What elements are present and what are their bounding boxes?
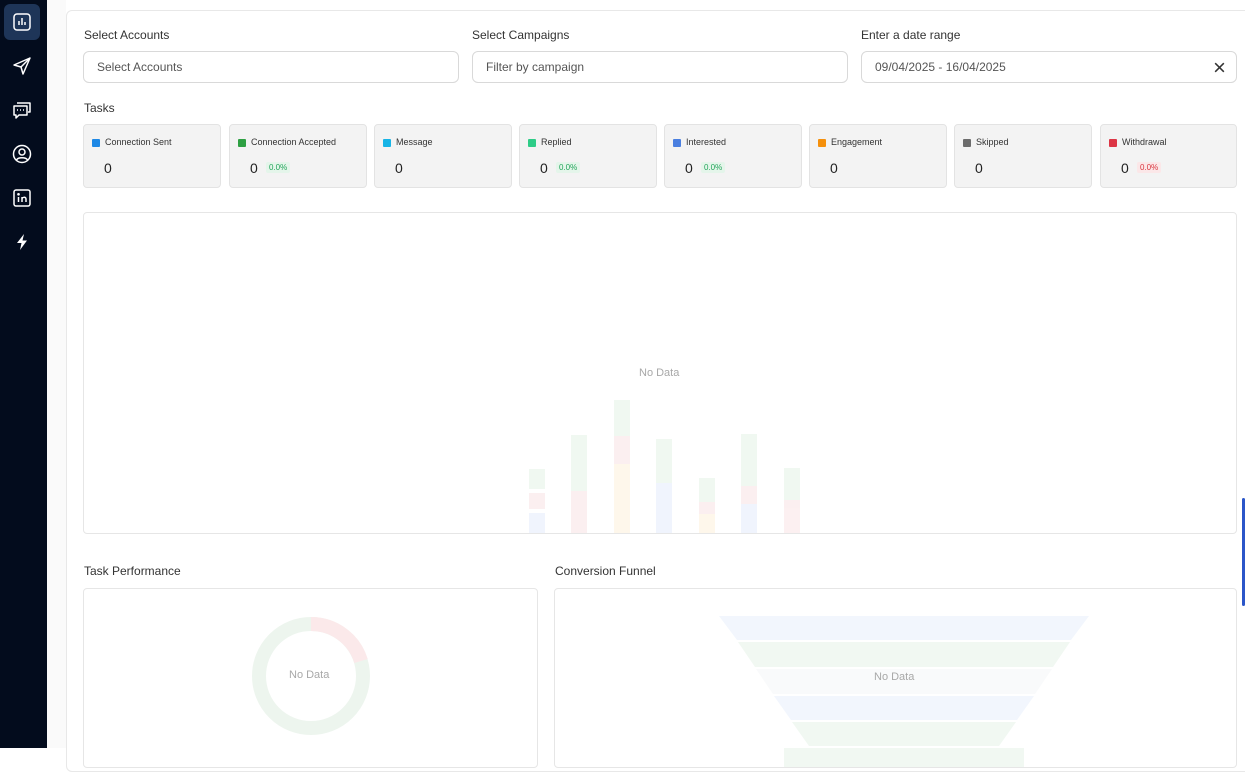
task-performance-no-data: No Data	[289, 669, 330, 681]
bolt-icon	[17, 234, 27, 250]
scroll-indicator[interactable]	[1242, 498, 1245, 606]
task-card: Skipped 0	[954, 124, 1092, 188]
task-color-swatch	[1109, 139, 1117, 147]
task-card-percent: 0.0%	[556, 162, 581, 173]
task-card-value: 0	[685, 160, 693, 176]
chart-no-data: No Data	[639, 367, 680, 379]
task-card: Connection Sent 0	[83, 124, 221, 188]
user-circle-icon	[12, 144, 32, 164]
task-performance-title: Task Performance	[84, 564, 181, 578]
task-card-value: 0	[540, 160, 548, 176]
nav-campaigns[interactable]	[4, 48, 40, 84]
task-card-value: 0	[250, 160, 258, 176]
task-color-swatch	[383, 139, 391, 147]
task-color-swatch	[963, 139, 971, 147]
date-range-input[interactable]: 09/04/2025 - 16/04/2025	[861, 51, 1237, 83]
task-card: Replied 0 0.0%	[519, 124, 657, 188]
accounts-select[interactable]: Select Accounts	[83, 51, 459, 83]
task-card-name: Engagement	[831, 137, 883, 147]
task-card: Withdrawal 0 0.0%	[1100, 124, 1237, 188]
nav-automation[interactable]	[4, 224, 40, 260]
task-color-swatch	[818, 139, 826, 147]
task-card-percent: 0.0%	[701, 162, 726, 173]
content-gutter	[47, 0, 66, 748]
conversion-funnel-panel: No Data	[554, 588, 1237, 768]
task-card: Connection Accepted 0 0.0%	[229, 124, 367, 188]
task-card-name: Withdrawal	[1122, 137, 1167, 147]
nav-profile[interactable]	[4, 136, 40, 172]
tasks-heading: Tasks	[84, 101, 115, 115]
chat-icon	[13, 102, 31, 119]
task-card-name: Interested	[686, 137, 727, 147]
task-color-swatch	[92, 139, 100, 147]
task-card-value: 0	[104, 160, 112, 176]
task-card-name: Skipped	[976, 137, 1009, 147]
task-performance-panel: No Data	[83, 588, 538, 768]
nav-messages[interactable]	[4, 92, 40, 128]
task-color-swatch	[528, 139, 536, 147]
nav-analytics[interactable]	[4, 4, 40, 40]
chart-bar-icon	[13, 13, 31, 31]
nav-linkedin[interactable]	[4, 180, 40, 216]
task-card-name: Connection Accepted	[251, 137, 337, 147]
task-card: Engagement 0	[809, 124, 947, 188]
campaigns-select[interactable]: Filter by campaign	[472, 51, 848, 83]
task-card-percent: 0.0%	[1137, 162, 1162, 173]
sidebar	[0, 0, 47, 748]
task-card-name: Replied	[541, 137, 572, 147]
task-card-percent: 0.0%	[266, 162, 291, 173]
close-icon[interactable]	[1213, 61, 1226, 74]
task-card: Interested 0 0.0%	[664, 124, 802, 188]
campaigns-placeholder: Filter by campaign	[486, 60, 585, 74]
task-color-swatch	[238, 139, 246, 147]
task-card-value: 0	[1121, 160, 1129, 176]
task-card-value: 0	[830, 160, 838, 176]
placeholder-bars	[529, 400, 800, 533]
task-card-value: 0	[975, 160, 983, 176]
task-card-name: Message	[396, 137, 433, 147]
task-color-swatch	[673, 139, 681, 147]
send-icon	[13, 57, 31, 75]
accounts-placeholder: Select Accounts	[97, 60, 183, 74]
conversion-funnel-no-data: No Data	[874, 671, 915, 683]
task-card-name: Connection Sent	[105, 137, 172, 147]
task-card: Message 0	[374, 124, 512, 188]
campaigns-label: Select Campaigns	[472, 28, 570, 42]
conversion-funnel-title: Conversion Funnel	[555, 564, 656, 578]
date-range-value: 09/04/2025 - 16/04/2025	[875, 60, 1006, 74]
task-card-value: 0	[395, 160, 403, 176]
linkedin-icon	[13, 189, 31, 207]
tasks-chart-panel: No Data	[83, 212, 1237, 534]
accounts-label: Select Accounts	[84, 28, 170, 42]
placeholder-donut	[252, 616, 370, 735]
date-range-label: Enter a date range	[861, 28, 961, 42]
